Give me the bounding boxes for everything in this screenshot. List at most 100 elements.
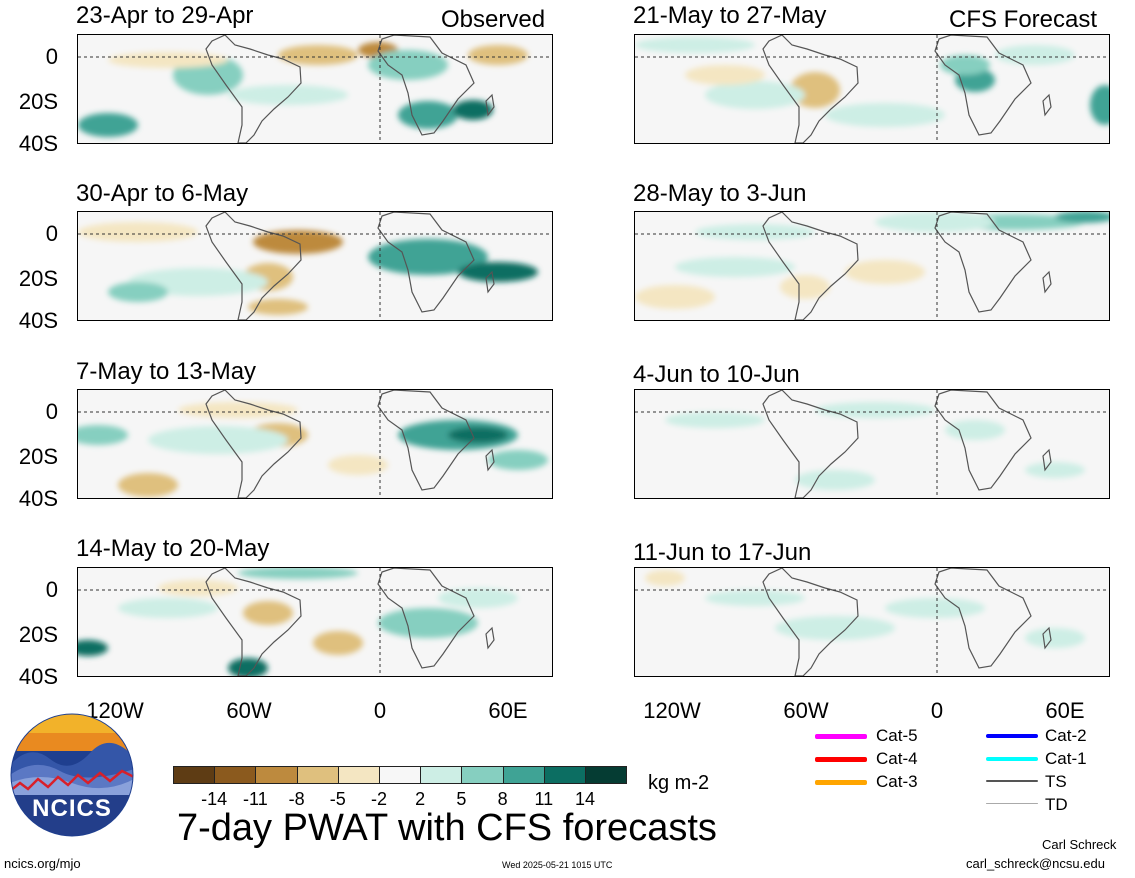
colorbar-units: kg m-2 (648, 772, 710, 794)
field-anomaly (228, 85, 348, 105)
coastline (377, 212, 475, 313)
ncics-logo: NCICS (10, 713, 134, 837)
track-legend-label: Cat-5 (876, 726, 918, 745)
field-anomaly (705, 81, 805, 109)
map-field (78, 35, 552, 143)
field-anomaly (635, 285, 715, 309)
y-tick-label: 20S (18, 622, 58, 647)
coastline (934, 390, 1032, 491)
track-legend-swatch (815, 780, 867, 785)
coastline (377, 390, 475, 491)
author: Carl Schreck (1042, 837, 1117, 852)
timestamp: Wed 2025-05-21 1015 UTC (502, 860, 613, 870)
panel-title: 23-Apr to 29-Apr (76, 2, 254, 29)
track-legend-swatch (815, 734, 867, 739)
y-tick-label: 40S (18, 308, 58, 333)
site-link[interactable]: ncics.org/mjo (4, 856, 81, 871)
x-tick-label: 0 (373, 698, 387, 723)
field-anomaly (458, 262, 538, 282)
ncics-logo-text: NCICS (32, 795, 112, 822)
field-anomaly (488, 450, 548, 470)
coastline (485, 448, 495, 472)
track-legend-label: Cat-4 (876, 749, 918, 768)
field-anomaly (775, 616, 895, 640)
coastline (1042, 448, 1052, 472)
field-anomaly (243, 601, 293, 625)
field-anomaly (278, 45, 358, 65)
field-anomaly (78, 222, 198, 242)
author-email[interactable]: carl_schreck@ncsu.edu (966, 856, 1105, 871)
field-anomaly (78, 113, 138, 137)
colorbar-swatch (337, 766, 380, 784)
colorbar-swatch (379, 766, 422, 784)
field-anomaly (795, 470, 875, 490)
field-anomaly (288, 236, 328, 248)
field-anomaly (448, 427, 508, 443)
field-anomaly (398, 101, 458, 129)
track-legend-label: TD (1045, 795, 1068, 814)
colorbar-tick-label: 14 (574, 789, 596, 809)
y-tick-label: 40S (18, 664, 58, 689)
colorbar-tick-label: 2 (415, 789, 426, 809)
coastline (934, 35, 1032, 136)
panel-title: 14-May to 20-May (76, 535, 270, 562)
coastline (485, 626, 495, 650)
field-anomaly (108, 282, 168, 302)
coastline (377, 35, 475, 136)
field-anomaly (108, 52, 228, 68)
coastline (1042, 270, 1052, 294)
colorbar-tick-label: 11 (534, 789, 554, 809)
panel-title: 30-Apr to 6-May (76, 180, 249, 207)
panel-title: 11-Jun to 17-Jun (633, 539, 812, 566)
coastline (762, 568, 859, 676)
coastline (1042, 93, 1052, 117)
colorbar-tick-label: -8 (288, 789, 305, 809)
field-anomaly (845, 260, 925, 284)
colorbar-tick-label: -2 (370, 789, 387, 809)
field-anomaly (118, 473, 178, 497)
y-tick-label: 20S (18, 444, 58, 469)
colorbar-swatch (502, 766, 545, 784)
y-tick-label: 0 (45, 221, 58, 246)
field-anomaly (228, 658, 268, 676)
x-tick-label: 120W (643, 698, 701, 723)
field-anomaly (438, 588, 518, 608)
field-anomaly (1090, 85, 1109, 125)
colorbar-tick-label: 8 (497, 789, 508, 809)
coastline (934, 212, 1032, 313)
colorbar-swatch (543, 766, 586, 784)
x-tick-label: 60W (783, 698, 829, 723)
coastline (934, 568, 1032, 669)
y-tick-label: 40S (18, 486, 58, 511)
field-anomaly (328, 455, 388, 475)
field-anomaly (453, 100, 493, 120)
field-anomaly (1025, 628, 1085, 648)
panel-title: 28-May to 3-Jun (633, 180, 807, 207)
track-legend-swatch (986, 734, 1038, 738)
map-field (635, 212, 1109, 320)
field-anomaly (635, 37, 755, 53)
coastline (205, 568, 302, 676)
coastline (377, 568, 475, 669)
y-tick-label: 40S (18, 131, 58, 156)
track-legend-swatch (986, 780, 1038, 782)
map-panel-observed-2 (77, 211, 553, 321)
y-tick-label: 0 (45, 399, 58, 424)
map-panel-observed-1 (77, 34, 553, 144)
field-anomaly (148, 426, 288, 454)
field-anomaly (695, 224, 815, 240)
coastline (205, 35, 302, 143)
field-anomaly (825, 103, 945, 127)
field-anomaly (875, 212, 995, 232)
x-tick-label: 0 (930, 698, 944, 723)
y-tick-label: 20S (18, 89, 58, 114)
x-tick-label: 60E (488, 698, 528, 723)
colorbar-swatch (585, 766, 628, 784)
colorbar-swatch (420, 766, 463, 784)
coastline (762, 35, 859, 143)
coastline (485, 93, 495, 117)
field-anomaly (665, 412, 765, 428)
track-legend-swatch (815, 757, 867, 762)
field-anomaly (645, 570, 685, 586)
field-anomaly (368, 239, 488, 275)
